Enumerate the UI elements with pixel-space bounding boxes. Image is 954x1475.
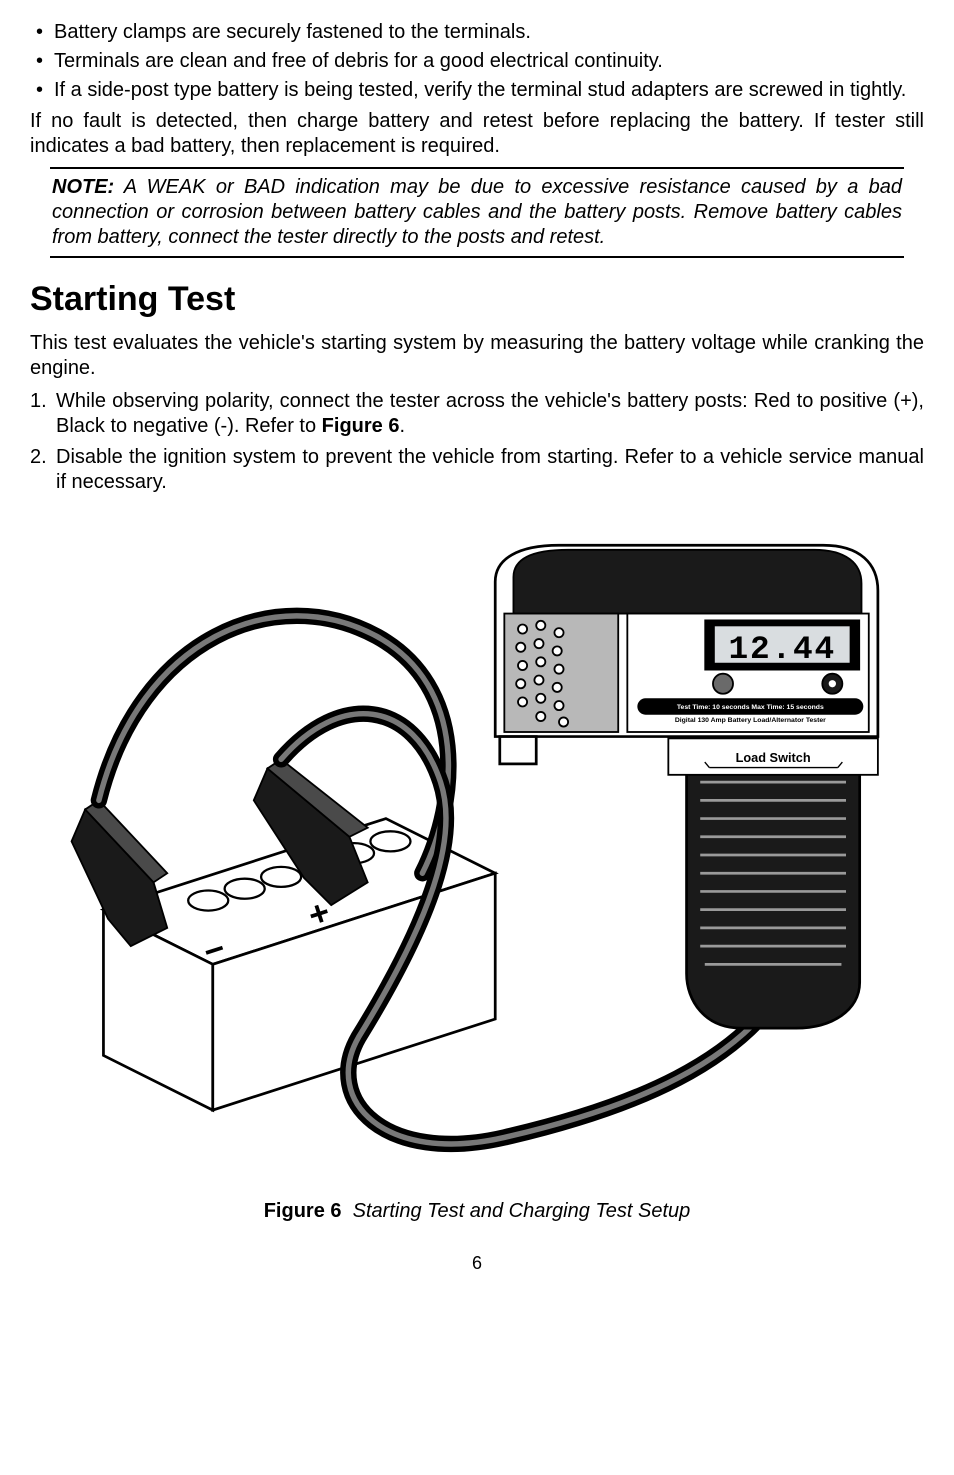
note-box: NOTE: A WEAK or BAD indication may be du… — [50, 167, 904, 258]
figure-illustration: + − — [67, 525, 887, 1185]
figure-label: Figure 6 — [264, 1200, 342, 1222]
step-item: Disable the ignition system to prevent t… — [30, 445, 924, 495]
step-text-post: . — [399, 415, 405, 437]
load-switch-label: Load Switch — [736, 750, 811, 765]
step-text-bold: Figure 6 — [322, 415, 400, 437]
paragraph-after-bullets: If no fault is detected, then charge bat… — [30, 109, 924, 159]
step-item: While observing polarity, connect the te… — [30, 389, 924, 439]
bullet-item: Terminals are clean and free of debris f… — [30, 49, 924, 74]
bullet-item: If a side-post type battery is being tes… — [30, 78, 924, 103]
figure: + − — [30, 525, 924, 1224]
device-label-line2: Digital 130 Amp Battery Load/Alternator … — [675, 716, 826, 723]
page-number: 6 — [30, 1252, 924, 1275]
numbered-list: While observing polarity, connect the te… — [30, 389, 924, 495]
figure-title: Starting Test and Charging Test Setup — [353, 1200, 691, 1222]
bullet-item: Battery clamps are securely fastened to … — [30, 20, 924, 45]
device-label-line1: Test Time: 10 seconds Max Time: 15 secon… — [677, 704, 824, 711]
step-text-pre: Disable the ignition system to prevent t… — [56, 446, 924, 493]
bullet-list: Battery clamps are securely fastened to … — [30, 20, 924, 103]
note-text: A WEAK or BAD indication may be due to e… — [52, 176, 902, 248]
intro-paragraph: This test evaluates the vehicle's starti… — [30, 331, 924, 381]
step-text-pre: While observing polarity, connect the te… — [56, 390, 924, 437]
lcd-display: 12.44 — [728, 631, 836, 668]
tester-device-icon: 12.44 Test Time: 10 seconds Max Time: 15… — [495, 545, 878, 1028]
figure-caption: Figure 6 Starting Test and Charging Test… — [30, 1199, 924, 1224]
clamp-negative-icon — [72, 800, 168, 946]
note-label: NOTE: — [52, 176, 114, 198]
section-title: Starting Test — [30, 278, 924, 321]
vent-grille-icon — [504, 613, 618, 731]
